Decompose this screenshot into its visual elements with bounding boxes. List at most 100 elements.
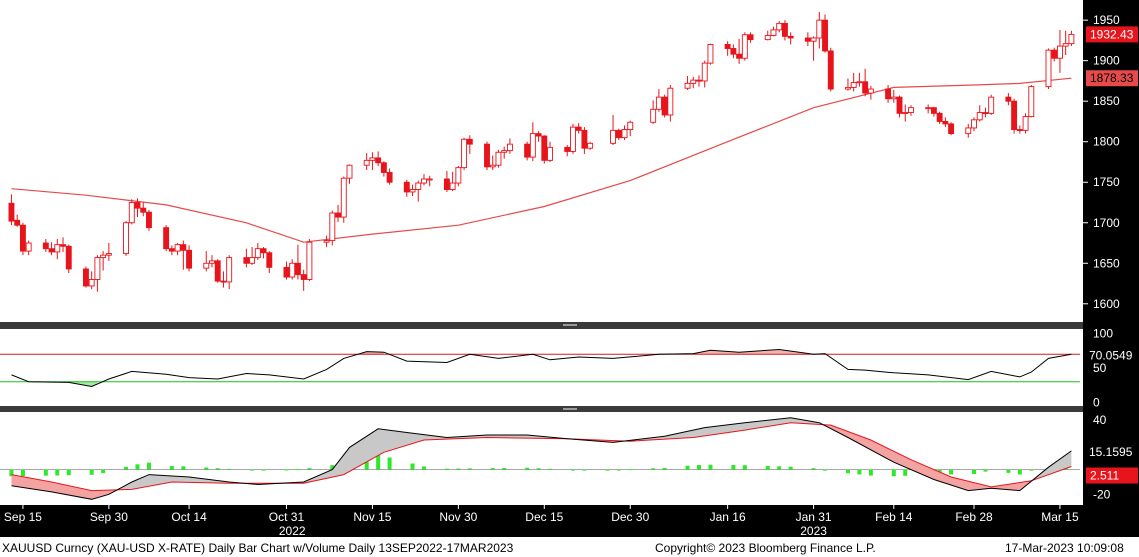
macd-histogram-bar [972, 469, 977, 475]
candle-body [764, 35, 771, 41]
x-tick-label: Dec 15 [525, 510, 563, 524]
candle-body [409, 189, 416, 193]
macd-histogram-bar [387, 457, 392, 470]
macd-histogram-bar [101, 469, 106, 474]
candle-body [88, 279, 95, 287]
x-tick-label: Nov 15 [353, 510, 391, 524]
candle-body [254, 248, 261, 259]
macd-signal-fill [1037, 450, 1072, 479]
candle-body [1016, 129, 1023, 132]
candle-body [484, 143, 490, 168]
macd-histogram-bar [215, 468, 220, 470]
candle-body [587, 142, 594, 149]
candle-body [707, 44, 714, 64]
candle-body [1045, 49, 1052, 88]
candle-body [249, 257, 256, 264]
candle-body [936, 112, 943, 122]
macd-histogram-bar [548, 468, 553, 470]
candle-body [650, 108, 657, 123]
macd-tick-label: -20 [1093, 487, 1111, 501]
macd-histogram-bar [891, 469, 896, 477]
panel-divider [0, 406, 1083, 412]
candle-body [575, 126, 582, 131]
macd-histogram-bar [467, 468, 472, 470]
last-price-label-bg [1086, 26, 1138, 43]
macd-histogram-bar [376, 453, 381, 470]
candle-body [741, 34, 748, 59]
macd-histogram-bar [536, 468, 541, 470]
panel-dividers [0, 322, 1083, 412]
y-tick-label: 1750 [1093, 175, 1120, 189]
macd-histogram-bar [823, 469, 828, 471]
candle-body [776, 22, 783, 31]
candle-body [541, 135, 548, 161]
macd-histogram-bar [949, 469, 954, 475]
candle-body [948, 123, 955, 135]
candle-body [134, 202, 141, 209]
macd-histogram-bar [43, 469, 48, 476]
timestamp: 17-Mar-2023 10:09:08 [1005, 541, 1124, 555]
candle-body [988, 96, 995, 114]
candle-body [690, 79, 697, 84]
candle-body [890, 96, 897, 100]
candle-body [902, 112, 909, 114]
candle-body [610, 129, 617, 144]
macd-histogram-bar [857, 469, 862, 475]
candle-body [684, 82, 691, 89]
year-label: 2023 [800, 524, 827, 537]
macd-panel [0, 417, 1080, 500]
x-axis: Sep 15 Sep 30 Oct 14 Oct 31 Nov 15 Nov 30 Dec … [4, 505, 1079, 537]
macd-histogram-bar [490, 468, 495, 470]
macd-histogram-bar [605, 469, 610, 471]
candle-body [60, 244, 66, 247]
candle-body [375, 157, 382, 164]
candle-body [896, 96, 903, 114]
macd-histogram-bar [903, 469, 908, 476]
candle-body [564, 146, 571, 152]
candle-body [495, 151, 502, 166]
macd-histogram-bar [169, 466, 174, 470]
candle-body [547, 146, 553, 161]
macd-histogram-bar [146, 462, 151, 470]
macd-histogram-bar [135, 464, 140, 470]
moving-average-label: 1878.33 [1090, 71, 1134, 85]
candle-body [449, 182, 456, 190]
candle-body [615, 129, 622, 139]
candle-body [696, 79, 702, 82]
macd-histogram-bar [124, 466, 129, 470]
x-tick-label: Oct 31 [269, 510, 305, 524]
panel-divider-grip [563, 408, 577, 410]
macd-histogram-bar [1029, 469, 1034, 471]
macd-tick-label: 40 [1093, 413, 1107, 427]
x-tick-label: Feb 14 [875, 510, 913, 524]
candle-body [380, 162, 387, 173]
candle-body [346, 164, 353, 179]
candle-body [730, 48, 737, 55]
candle-body [94, 257, 101, 280]
candle-body [220, 280, 227, 283]
candle-body [226, 257, 233, 283]
candle-body [621, 129, 628, 139]
macd-histogram-bar [55, 469, 60, 476]
moving-average-line [11, 77, 1072, 243]
y-tick-label: 1650 [1093, 256, 1120, 270]
candle-body [1056, 45, 1063, 59]
candle-body [535, 133, 542, 137]
candle-body [105, 253, 112, 256]
macd-histogram-bar [421, 466, 426, 470]
x-tick-label: Nov 30 [439, 510, 477, 524]
macd-histogram-bar [181, 466, 186, 470]
y-tick-label: 1700 [1093, 216, 1120, 230]
candle-body [329, 212, 336, 242]
macd-histogram-bar [708, 464, 713, 470]
y-axis-strip [1083, 0, 1139, 537]
price-panel [8, 12, 1075, 292]
macd-signal-last-label: 2.511 [1090, 469, 1119, 483]
candle-body [1011, 100, 1018, 131]
macd-histogram-bar [868, 469, 873, 476]
macd-histogram-bar [845, 469, 850, 474]
macd-histogram-bar [983, 469, 988, 472]
candle-body [976, 112, 983, 121]
candle-body [930, 107, 937, 114]
candle-body [885, 88, 892, 100]
